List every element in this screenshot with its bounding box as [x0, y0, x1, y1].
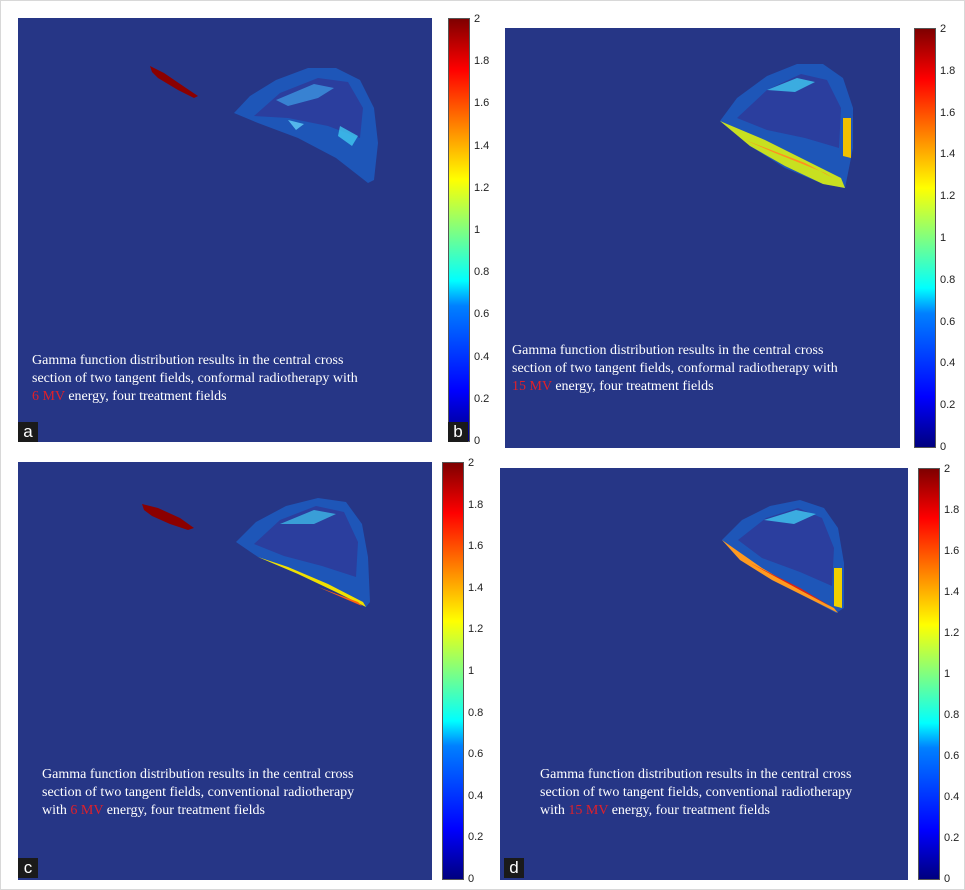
- colorbar-tick-label: 1: [474, 224, 481, 236]
- colorbar-a-ticks: 2 1.8 1.6 1.4 1.2 1 0.8 0.6 0.4 0.2 0: [474, 13, 504, 447]
- colorbar-tick-label: 1.6: [468, 540, 484, 553]
- colorbar-tick-label: 0.8: [468, 706, 484, 719]
- colorbar-a: [448, 18, 470, 442]
- caption-a-line1: Gamma function distribution results in t…: [32, 353, 344, 368]
- colorbar-tick-label: 1: [944, 668, 951, 680]
- colorbar-tick-label: 0.4: [468, 789, 484, 802]
- caption-d: Gamma function distribution results in t…: [540, 766, 900, 820]
- colorbar-tick-label: 0.2: [944, 832, 960, 844]
- caption-a-post: energy, four treatment fields: [64, 389, 227, 404]
- gamma-map-b: [505, 28, 900, 448]
- caption-d-energy: 15 MV: [568, 803, 609, 818]
- colorbar-tick-label: 0.8: [940, 273, 956, 286]
- caption-c-line3: with 6 MV energy, four treatment fields: [42, 802, 422, 820]
- caption-a-line2: section of two tangent fields, conformal…: [32, 371, 358, 386]
- colorbar-d-ticks: 2 1.8 1.6 1.4 1.2 1 0.8 0.6 0.4 0.2 0: [944, 463, 965, 885]
- gamma-distribution-d: [722, 500, 844, 613]
- caption-b: Gamma function distribution results in t…: [512, 342, 892, 396]
- colorbar-c: [442, 462, 464, 880]
- colorbar-tick-label: 1.4: [944, 586, 960, 598]
- caption-b-line2: section of two tangent fields, conformal…: [512, 361, 838, 376]
- colorbar-tick-label: 1: [468, 665, 475, 677]
- colorbar-tick-label: 0.2: [474, 392, 490, 405]
- colorbar-tick-label: 2: [468, 457, 475, 469]
- gamma-distribution-c: [142, 498, 370, 607]
- gamma-map-a: [18, 18, 432, 442]
- colorbar-tick-label: 2: [940, 23, 947, 35]
- colorbar-tick-label: 1.6: [474, 97, 490, 110]
- panel-letter-d: d: [504, 858, 524, 878]
- colorbar-tick-label: 1.2: [940, 190, 956, 203]
- colorbar-tick-label: 0.6: [940, 315, 956, 328]
- caption-d-pre: with: [540, 803, 569, 818]
- gamma-map-c: [18, 462, 432, 880]
- colorbar-tick-label: 0.6: [944, 750, 960, 762]
- caption-c-post: energy, four treatment fields: [103, 803, 265, 818]
- caption-a-line3: 6 MV energy, four treatment fields: [32, 388, 412, 406]
- colorbar-tick-label: 0: [940, 441, 947, 453]
- caption-c-line2: section of two tangent fields, conventio…: [42, 785, 355, 800]
- colorbar-tick-label: 0: [474, 435, 481, 447]
- colorbar-tick-label: 1.4: [468, 581, 484, 594]
- colorbar-tick-label: 1.6: [944, 545, 960, 557]
- colorbar-c-ticks: 2 1.8 1.6 1.4 1.2 1 0.8 0.6 0.4 0.2 0: [468, 457, 498, 885]
- caption-c-energy: 6 MV: [70, 803, 104, 818]
- colorbar-tick-label: 1.6: [940, 106, 956, 119]
- colorbar-b-ticks: 2 1.8 1.6 1.4 1.2 1 0.8 0.6 0.4 0.2 0: [940, 23, 965, 453]
- colorbar-tick-label: 0.6: [474, 308, 490, 321]
- colorbar-tick-label: 0.6: [468, 748, 484, 761]
- caption-d-post: energy, four treatment fields: [608, 803, 770, 818]
- colorbar-tick-label: 0.2: [468, 831, 484, 844]
- colorbar-tick-label: 1.2: [944, 627, 960, 639]
- colorbar-b: [914, 28, 936, 448]
- colorbar-tick-label: 0.4: [944, 791, 960, 803]
- caption-a: Gamma function distribution results in t…: [32, 352, 412, 406]
- caption-a-energy: 6 MV: [32, 389, 65, 404]
- caption-d-line2: section of two tangent fields, conventio…: [540, 785, 853, 800]
- caption-c-pre: with: [42, 803, 71, 818]
- colorbar-tick-label: 0.8: [474, 266, 490, 279]
- colorbar-tick-label: 1.8: [468, 498, 484, 511]
- caption-b-energy: 15 MV: [512, 379, 552, 394]
- colorbar-tick-label: 1.2: [468, 623, 484, 636]
- colorbar-tick-label: 1.4: [940, 148, 956, 161]
- colorbar-tick-label: 0.4: [474, 350, 490, 363]
- colorbar-tick-label: 1.8: [944, 504, 960, 516]
- colorbar-tick-label: 1.4: [474, 139, 490, 152]
- caption-d-line1: Gamma function distribution results in t…: [540, 767, 852, 782]
- colorbar-tick-label: 1.2: [474, 181, 490, 194]
- colorbar-tick-label: 1: [940, 232, 947, 244]
- colorbar-tick-label: 0: [944, 873, 951, 885]
- caption-b-line3: 15 MV energy, four treatment fields: [512, 378, 892, 396]
- gamma-map-d: [500, 468, 908, 880]
- colorbar-tick-label: 0: [468, 873, 475, 885]
- colorbar-tick-label: 0.2: [940, 399, 956, 412]
- panel-letter-c: c: [18, 858, 38, 878]
- caption-b-line1: Gamma function distribution results in t…: [512, 343, 824, 358]
- caption-c: Gamma function distribution results in t…: [42, 766, 422, 820]
- panel-letter-b: b: [448, 422, 468, 442]
- gamma-distribution-a: [150, 66, 378, 183]
- colorbar-d: [918, 468, 940, 880]
- gamma-distribution-b: [720, 64, 853, 188]
- colorbar-tick-label: 0.4: [940, 357, 956, 370]
- colorbar-tick-label: 2: [944, 463, 951, 475]
- colorbar-tick-label: 2: [474, 13, 481, 25]
- caption-c-line1: Gamma function distribution results in t…: [42, 767, 354, 782]
- caption-b-post: energy, four treatment fields: [551, 379, 714, 394]
- colorbar-tick-label: 1.8: [940, 64, 956, 77]
- colorbar-tick-label: 1.8: [474, 55, 490, 68]
- caption-d-line3: with 15 MV energy, four treatment fields: [540, 802, 900, 820]
- panel-letter-a: a: [18, 422, 38, 442]
- colorbar-tick-label: 0.8: [944, 709, 960, 721]
